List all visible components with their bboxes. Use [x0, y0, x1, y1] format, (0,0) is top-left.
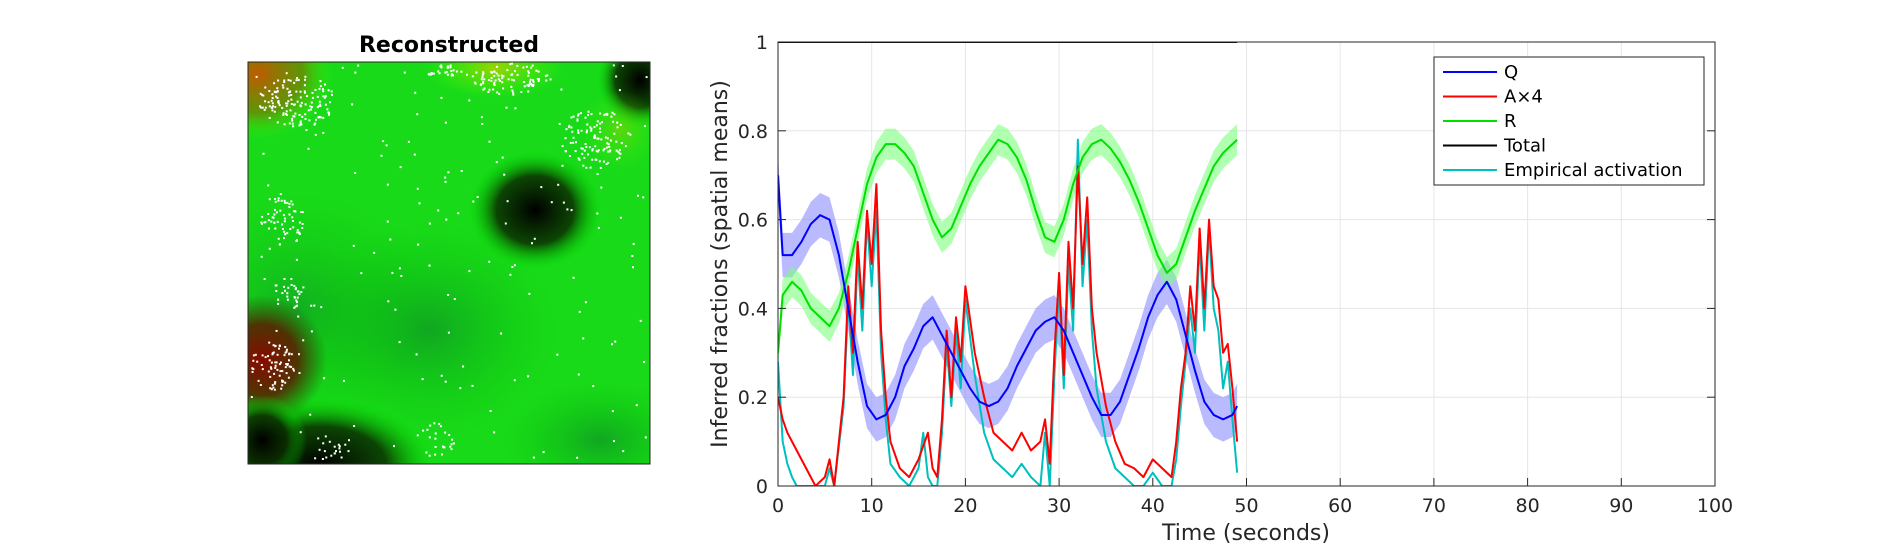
series-line-a-4	[778, 165, 1239, 486]
x-tick-label: 30	[1047, 495, 1071, 517]
reconstructed-image-panel: Reconstructed	[247, 33, 651, 465]
x-axis-label: Time (seconds)	[1161, 521, 1330, 544]
x-tick-label: 20	[953, 495, 977, 517]
x-tick-label: 50	[1234, 495, 1258, 517]
reconstructed-image	[248, 62, 650, 464]
x-tick-label: 0	[772, 495, 784, 517]
x-tick-label: 40	[1141, 495, 1165, 517]
y-tick-label: 0.6	[738, 210, 768, 232]
x-tick-label: 80	[1516, 495, 1540, 517]
line-chart: 0 10 20 30 40 50 60 70 80 90 100 0 0.2 0.4 0.6 0.8 1 Tim…	[708, 32, 1733, 544]
series-lines	[778, 42, 1239, 486]
x-tick-label: 60	[1328, 495, 1352, 517]
band-q	[778, 153, 1238, 442]
activity-points	[250, 62, 648, 460]
legend: Q A×4 R Total Empirical activation	[1433, 56, 1705, 186]
confidence-bands	[778, 124, 1238, 442]
legend-label: Q	[1504, 62, 1518, 83]
legend-label: Empirical activation	[1504, 160, 1683, 181]
y-tick-label: 0.4	[738, 298, 768, 320]
x-tick-label: 100	[1697, 495, 1733, 517]
y-tick-label: 0	[756, 476, 768, 498]
y-tick-label: 1	[756, 32, 768, 54]
x-tick-label: 10	[860, 495, 884, 517]
image-title: Reconstructed	[359, 33, 539, 58]
legend-label: R	[1504, 111, 1517, 132]
series-line-r	[778, 138, 1238, 353]
image-frame	[247, 61, 651, 465]
legend-label: Total	[1503, 136, 1546, 157]
y-tick-label: 0.2	[738, 387, 768, 409]
axis-ticks: 0 10 20 30 40 50 60 70 80 90 100 0 0.2 0.4 0.6 0.8 1	[738, 32, 1733, 517]
y-axis-label: Inferred fractions (spatial means)	[708, 80, 733, 448]
series-line-q	[778, 175, 1239, 421]
y-tick-label: 0.8	[738, 121, 768, 143]
legend-label: A×4	[1504, 87, 1543, 108]
x-tick-label: 90	[1609, 495, 1633, 517]
x-tick-label: 70	[1422, 495, 1446, 517]
